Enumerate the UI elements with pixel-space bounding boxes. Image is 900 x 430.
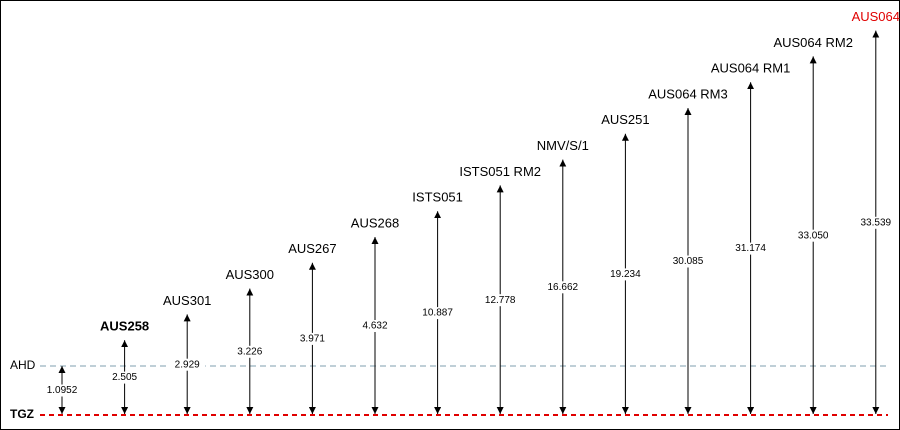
mark-label: AUS268 (351, 215, 399, 230)
value-bg (732, 242, 769, 255)
height-value: 31.174 (735, 243, 766, 254)
value-bg (106, 371, 143, 384)
mark-label: AUS064 RM2 (773, 35, 852, 50)
height-value: 4.632 (362, 321, 387, 332)
height-value: 10.887 (422, 308, 453, 319)
height-value: 12.778 (485, 295, 516, 306)
mark-label: AUS064 (852, 9, 900, 24)
mark-label: AUS064 RM1 (711, 61, 790, 76)
mark-label: AUS300 (226, 267, 274, 282)
value-bg (857, 216, 894, 229)
value-bg (795, 229, 832, 242)
height-value: 33.539 (861, 217, 892, 228)
mark-label: ISTS051 RM2 (459, 164, 541, 179)
mark-label: AUS064 RM3 (648, 86, 727, 101)
value-bg (231, 345, 268, 358)
mark-label: NMV/S/1 (537, 138, 589, 153)
height-value: 1.0952 (47, 385, 78, 396)
mark-label: AUS267 (288, 241, 336, 256)
mark-label: AUS301 (163, 293, 211, 308)
value-bg (419, 307, 456, 320)
height-value: 16.662 (548, 282, 579, 293)
value-bg (607, 268, 644, 281)
value-bg (482, 294, 519, 307)
height-value: 2.505 (112, 372, 137, 383)
mark-label: ISTS051 (412, 190, 463, 205)
value-bg (544, 281, 581, 294)
height-value: 30.085 (673, 256, 704, 267)
value-bg (169, 358, 206, 371)
height-value: 19.234 (610, 269, 641, 280)
height-value: 3.226 (237, 346, 262, 357)
value-bg (294, 332, 331, 345)
height-value: 2.929 (175, 359, 200, 370)
height-value: 3.971 (300, 334, 325, 345)
mark-label: AUS251 (601, 112, 649, 127)
mark-label: AUS258 (100, 319, 149, 334)
height-value: 33.050 (798, 230, 829, 241)
datum-label: AHD (10, 358, 36, 372)
value-bg (357, 320, 393, 332)
value-bg (670, 255, 706, 268)
value-bg (44, 384, 80, 397)
datum-label: TGZ (10, 407, 34, 421)
